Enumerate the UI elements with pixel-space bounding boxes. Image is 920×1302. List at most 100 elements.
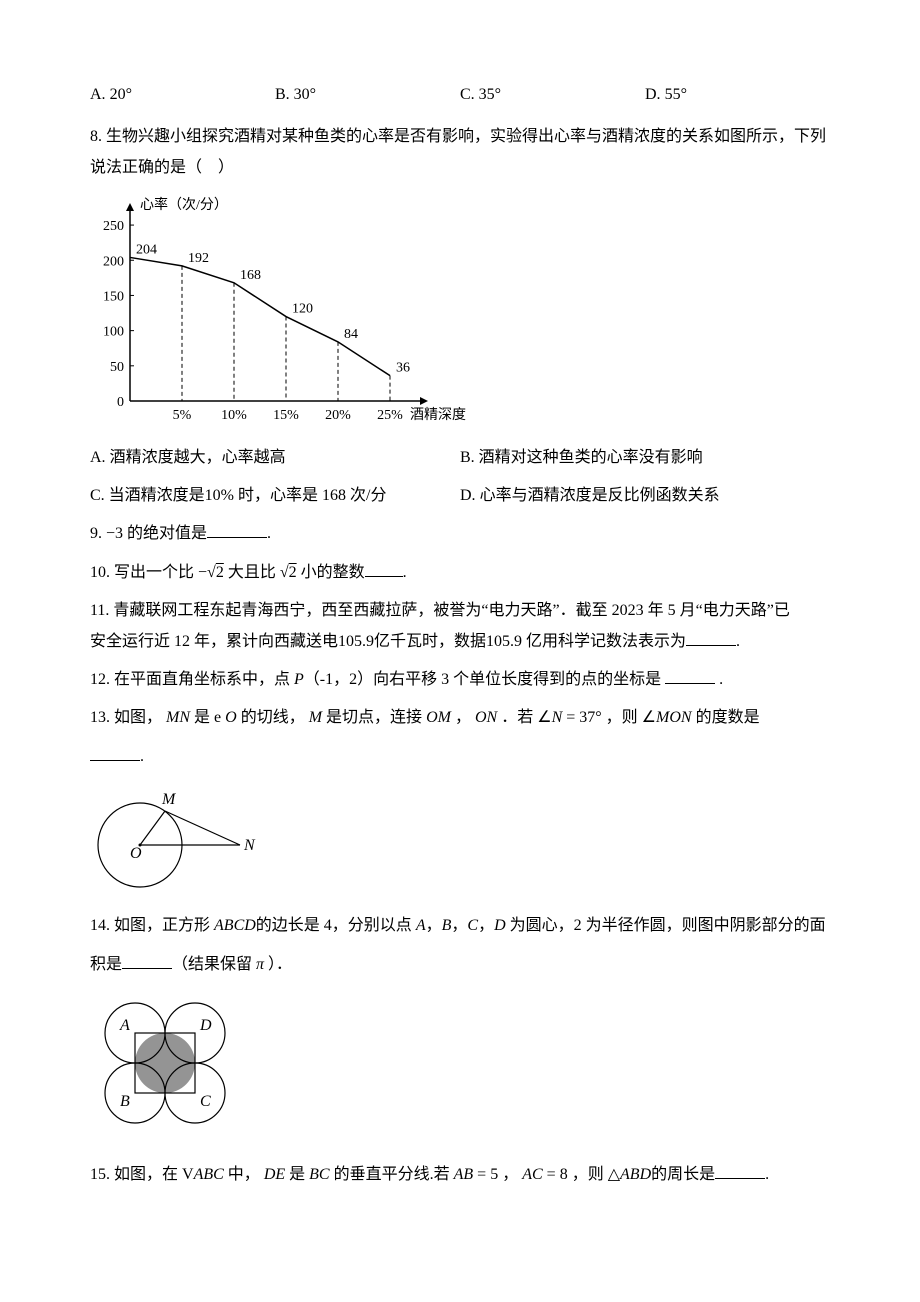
n-var: N — [552, 709, 563, 726]
m-var: M — [309, 709, 322, 726]
q9-text-b: . — [267, 525, 271, 542]
c-var: C — [467, 917, 478, 934]
q14: 14. 如图，正方形 ABCD的边长是 4，分别以点 A，B，C，D 为圆心，2… — [90, 911, 830, 941]
ab: AB — [454, 1166, 474, 1183]
q13-f: ，则 — [602, 709, 642, 726]
q10-d: . — [403, 564, 407, 581]
blank — [665, 668, 715, 684]
q15-d: 的垂直平分线.若 — [330, 1166, 454, 1183]
svg-text:36: 36 — [396, 361, 410, 376]
svg-text:10%: 10% — [221, 408, 247, 421]
q15-e: ，则 — [568, 1166, 608, 1183]
q8-opt-a: A. 酒精浓度越大，心率越高 — [90, 443, 460, 473]
q15-g: . — [765, 1166, 769, 1183]
q12-a: 12. 在平面直角坐标系中，点 — [90, 671, 294, 688]
heart-rate-chart: 050100150200250心率（次/分）5%10%15%20%25%酒精深度… — [90, 191, 490, 421]
mn: MN — [166, 709, 190, 726]
b-var: B — [442, 917, 452, 934]
comma: ， — [451, 709, 475, 726]
eq8: = 8 — [543, 1166, 568, 1183]
svg-text:150: 150 — [103, 290, 124, 305]
opt-letter: A. — [90, 86, 106, 103]
q8-options-row1: A. 酒精浓度越大，心率越高 B. 酒精对这种鱼类的心率没有影响 — [90, 443, 830, 473]
pi-icon: π — [256, 956, 264, 973]
q10-a: 10. 写出一个比 — [90, 564, 198, 581]
de: DE — [264, 1166, 285, 1183]
blank — [365, 561, 403, 577]
svg-text:20%: 20% — [325, 408, 351, 421]
q11-c: . — [736, 633, 740, 650]
q10-b: 大且比 — [224, 564, 280, 581]
q14-diagram: A D B C — [90, 988, 830, 1149]
q15-c: 是 — [285, 1166, 309, 1183]
opt-letter: C. — [460, 86, 475, 103]
square-circles-diagram: A D B C — [90, 988, 240, 1138]
opt-letter: A. — [90, 449, 106, 466]
opt-letter: D. — [645, 86, 661, 103]
ac: AC — [522, 1166, 542, 1183]
svg-text:192: 192 — [188, 251, 209, 266]
svg-text:200: 200 — [103, 254, 124, 269]
opt-text: 35° — [479, 86, 501, 103]
radicand: 2 — [289, 564, 297, 581]
q8-opt-b: B. 酒精对这种鱼类的心率没有影响 — [460, 443, 830, 473]
tangent-circle-diagram: O M N — [90, 780, 260, 890]
q7-opt-c: C. 35° — [460, 80, 645, 110]
angle-icon: ∠ — [537, 709, 551, 726]
q11-line2: 安全运行近 12 年，累计向西藏送电105.9亿千瓦时，数据105.9 亿用科学… — [90, 627, 830, 657]
d-label: D — [199, 1017, 212, 1034]
circle-icon: e — [214, 709, 221, 726]
q15: 15. 如图，在 VABC 中， DE 是 BC 的垂直平分线.若 AB = 5… — [90, 1160, 830, 1190]
q13: 13. 如图， MN 是 e O 的切线， M 是切点，连接 OM ， ON ．… — [90, 703, 830, 733]
radicand: 2 — [216, 564, 224, 581]
sqrt-icon: √ — [280, 564, 289, 581]
q13-c: 的切线， — [237, 709, 309, 726]
q10-c: 小的整数 — [297, 564, 365, 581]
opt-text: 55° — [665, 86, 687, 103]
c-label: C — [200, 1093, 211, 1110]
q8-chart: 050100150200250心率（次/分）5%10%15%20%25%酒精深度… — [90, 191, 830, 432]
o-var: O — [225, 709, 237, 726]
blank — [715, 1163, 765, 1179]
opt-letter: B. — [460, 449, 475, 466]
a-label: A — [119, 1017, 130, 1034]
q13-e: ．若 — [497, 709, 537, 726]
svg-text:酒精深度: 酒精深度 — [410, 407, 466, 421]
q7-opt-d: D. 55° — [645, 80, 830, 110]
q13-a: 13. 如图， — [90, 709, 166, 726]
comma: ， — [498, 1166, 522, 1183]
c3: ， — [478, 917, 494, 934]
q11-b: 安全运行近 12 年，累计向西藏送电105.9亿千瓦时，数据105.9 亿用科学… — [90, 633, 686, 650]
q13-d: 是切点，连接 — [322, 709, 426, 726]
q8-opt-d: D. 心率与酒精浓度是反比例函数关系 — [460, 481, 830, 511]
q14-g: ）． — [264, 956, 292, 973]
b-label: B — [120, 1093, 130, 1110]
opt-text: 酒精浓度越大，心率越高 — [110, 449, 286, 466]
blank — [207, 522, 267, 538]
p-var: P — [294, 671, 304, 688]
q7-opt-b: B. 30° — [275, 80, 460, 110]
opt-text: 酒精对这种鱼类的心率没有影响 — [479, 449, 703, 466]
m-label: M — [161, 791, 177, 808]
q13-g: 的度数是 — [692, 709, 760, 726]
q7-opt-a: A. 20° — [90, 80, 275, 110]
svg-text:25%: 25% — [377, 408, 403, 421]
q14-d: 为圆心，2 为半径作圆，则图中阴影部分的面 — [506, 917, 826, 934]
svg-text:心率（次/分）: 心率（次/分） — [140, 196, 228, 213]
eq5: = 5 — [473, 1166, 498, 1183]
opt-text: 当酒精浓度是10% 时，心率是 168 次/分 — [109, 487, 387, 504]
om: OM — [426, 709, 451, 726]
q9: 9. −3 的绝对值是. — [90, 519, 830, 549]
blank — [122, 953, 172, 969]
on: ON — [475, 709, 497, 726]
c2: ， — [451, 917, 467, 934]
abc: ABC — [194, 1166, 224, 1183]
d-var: D — [494, 917, 506, 934]
q13-h: . — [140, 748, 144, 765]
abd: ABD — [620, 1166, 651, 1183]
mon: MON — [656, 709, 692, 726]
n-label: N — [243, 837, 256, 854]
blank — [90, 745, 140, 761]
q12-b: 向右平移 3 个单位长度得到的点的坐标是 — [373, 671, 665, 688]
svg-text:15%: 15% — [273, 408, 299, 421]
